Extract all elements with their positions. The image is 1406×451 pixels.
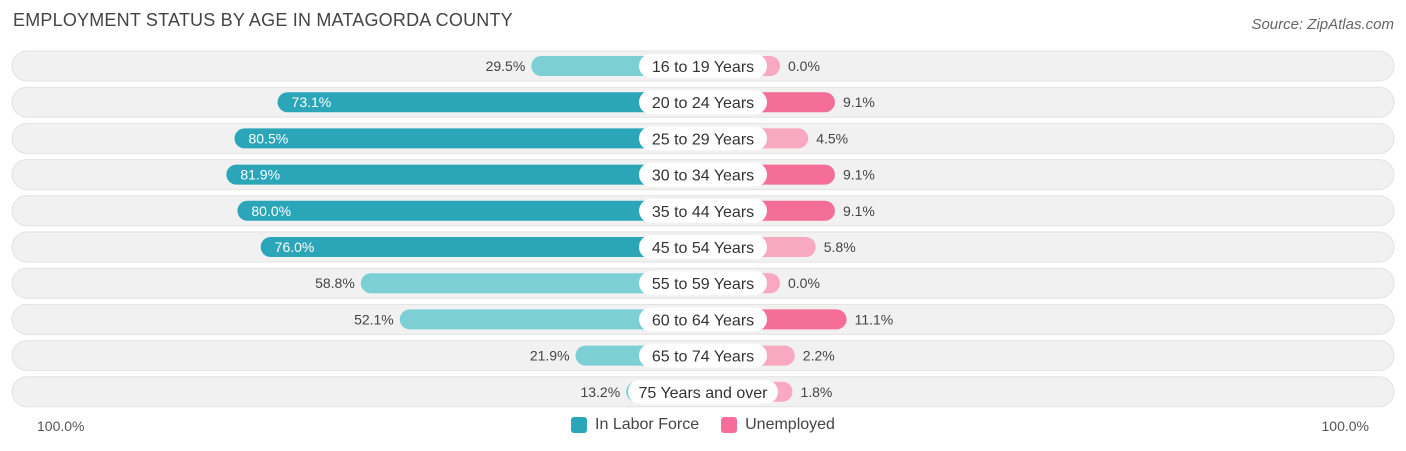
category-label: 35 to 44 Years xyxy=(652,204,754,221)
legend: In Labor Force Unemployed xyxy=(0,416,1406,434)
labor-force-value: 21.9% xyxy=(530,348,570,364)
legend-label-labor-force: In Labor Force xyxy=(595,416,700,433)
category-pill xyxy=(639,235,767,259)
category-label: 16 to 19 Years xyxy=(652,59,754,76)
labor-force-bar xyxy=(226,164,704,185)
category-pill xyxy=(639,307,767,332)
category-label: 65 to 74 Years xyxy=(652,349,754,366)
labor-force-value: 81.9% xyxy=(240,167,280,183)
labor-force-bar xyxy=(234,128,704,149)
category-pill xyxy=(639,126,767,151)
category-label: 45 to 54 Years xyxy=(652,240,754,257)
labor-force-value: 80.0% xyxy=(251,203,291,219)
category-label: 25 to 29 Years xyxy=(652,131,754,148)
unemployed-value: 5.8% xyxy=(824,239,856,255)
legend-item-unemployed[interactable]: Unemployed xyxy=(721,416,835,434)
category-label: 20 to 24 Years xyxy=(652,95,754,112)
legend-swatch-labor-force xyxy=(571,417,588,433)
unemployed-value: 9.1% xyxy=(843,94,875,110)
category-label: 30 to 34 Years xyxy=(652,168,754,185)
category-pill xyxy=(639,198,767,223)
unemployed-value: 0.0% xyxy=(788,58,820,74)
category-pill xyxy=(639,271,767,296)
labor-force-value: 76.0% xyxy=(275,239,315,255)
axis-right-label: 100.0% xyxy=(1321,418,1369,434)
labor-force-bar xyxy=(360,273,703,294)
labor-force-value: 13.2% xyxy=(580,384,620,400)
category-pill xyxy=(628,379,778,404)
unemployed-value: 9.1% xyxy=(843,167,875,183)
category-label: 55 to 59 Years xyxy=(652,276,754,293)
labor-force-bar xyxy=(399,309,703,330)
unemployed-value: 4.5% xyxy=(816,130,848,146)
category-pill xyxy=(639,90,767,115)
axis-left-label: 100.0% xyxy=(37,418,85,434)
unemployed-value: 9.1% xyxy=(843,203,875,219)
category-pill xyxy=(639,162,767,187)
labor-force-bar xyxy=(277,92,703,113)
labor-force-bar xyxy=(260,237,703,257)
labor-force-value: 52.1% xyxy=(354,311,394,327)
labor-force-value: 80.5% xyxy=(248,130,288,146)
legend-swatch-unemployed xyxy=(721,417,738,433)
unemployed-value: 0.0% xyxy=(788,275,820,291)
labor-force-value: 73.1% xyxy=(292,94,332,110)
source-label: Source: ZipAtlas.com xyxy=(1251,16,1394,33)
category-pill xyxy=(639,343,767,368)
unemployed-value: 1.8% xyxy=(800,384,832,400)
unemployed-value: 2.2% xyxy=(803,348,835,364)
legend-label-unemployed: Unemployed xyxy=(745,416,835,433)
unemployed-value: 11.1% xyxy=(855,311,894,327)
labor-force-value: 29.5% xyxy=(486,58,526,74)
labor-force-value: 58.8% xyxy=(315,275,355,291)
legend-item-labor-force[interactable]: In Labor Force xyxy=(571,416,699,434)
chart-title: EMPLOYMENT STATUS BY AGE IN MATAGORDA CO… xyxy=(13,10,513,30)
labor-force-bar xyxy=(237,200,703,221)
category-label: 75 Years and over xyxy=(639,385,769,402)
category-label: 60 to 64 Years xyxy=(652,312,754,329)
category-pill xyxy=(639,54,767,78)
